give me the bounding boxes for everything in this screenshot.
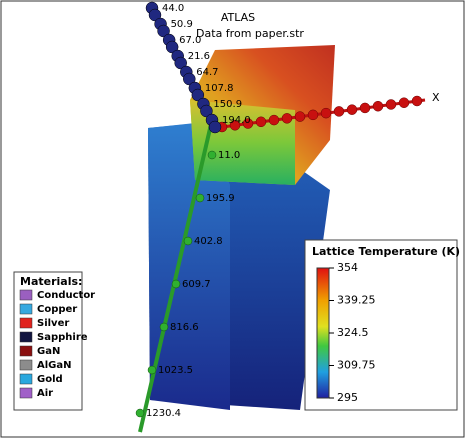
blue-axis-label: 67.0 [179, 35, 201, 46]
material-label: Air [37, 388, 53, 399]
blue-axis-label: 21.6 [188, 51, 210, 62]
red-marker [295, 112, 305, 122]
material-swatch [20, 346, 32, 356]
green-marker [160, 323, 168, 331]
red-marker [321, 108, 331, 118]
viewport: ATLAS Data from paper.str X Materials: L… [0, 0, 465, 438]
material-label: Conductor [37, 290, 95, 301]
colorbar-tick-label: 295 [337, 391, 358, 404]
red-marker [334, 106, 344, 116]
green-marker [196, 194, 204, 202]
red-marker [282, 113, 292, 123]
material-label: Sapphire [37, 332, 88, 343]
material-label: Copper [37, 304, 77, 315]
colorbar-tick-label: 324.5 [337, 326, 369, 339]
material-label: Gold [37, 374, 63, 385]
green-axis-label: 816.6 [170, 322, 199, 333]
colorbar-tick-label: 339.25 [337, 294, 376, 307]
x-axis-label: X [432, 91, 440, 104]
blue-marker [209, 121, 221, 133]
blue-axis-label: 194.0 [222, 115, 251, 126]
green-marker [172, 280, 180, 288]
material-swatch [20, 304, 32, 314]
blue-axis-label: 44.0 [162, 3, 184, 14]
material-swatch [20, 318, 32, 328]
material-swatch [20, 290, 32, 300]
material-label: AlGaN [37, 360, 72, 371]
red-marker [256, 117, 266, 127]
red-marker [308, 110, 318, 120]
colorbar-tick-label: 309.75 [337, 359, 376, 372]
red-marker [399, 98, 409, 108]
green-axis-label: 609.7 [182, 279, 211, 290]
blue-axis-label: 107.8 [205, 83, 234, 94]
blue-axis-label: 50.9 [171, 19, 193, 30]
green-axis-label: 402.8 [194, 236, 223, 247]
green-marker [184, 237, 192, 245]
red-marker [347, 105, 357, 115]
materials-title: Materials: [20, 275, 82, 288]
material-swatch [20, 374, 32, 384]
green-axis-label: 195.9 [206, 193, 235, 204]
red-marker [360, 103, 370, 113]
green-axis-label: 11.0 [218, 150, 240, 161]
red-marker [373, 101, 383, 111]
material-label: Silver [37, 318, 69, 329]
material-label: GaN [37, 346, 60, 357]
colorbar-title: Lattice Temperature (K) [312, 245, 460, 258]
green-marker [148, 366, 156, 374]
material-swatch [20, 332, 32, 342]
blue-axis-label: 150.9 [213, 99, 242, 110]
red-marker [386, 99, 396, 109]
red-marker [269, 115, 279, 125]
green-marker [136, 409, 144, 417]
red-marker [412, 96, 422, 106]
subtitle: Data from paper.str [196, 27, 304, 40]
material-swatch [20, 360, 32, 370]
colorbar-tick-label: 354 [337, 261, 358, 274]
green-axis-label: 1023.5 [158, 365, 193, 376]
green-marker [208, 151, 216, 159]
blue-axis-label: 64.7 [196, 67, 218, 78]
title: ATLAS [221, 11, 255, 24]
green-axis-label: 1230.4 [146, 408, 181, 419]
material-swatch [20, 388, 32, 398]
colorbar [317, 268, 329, 398]
